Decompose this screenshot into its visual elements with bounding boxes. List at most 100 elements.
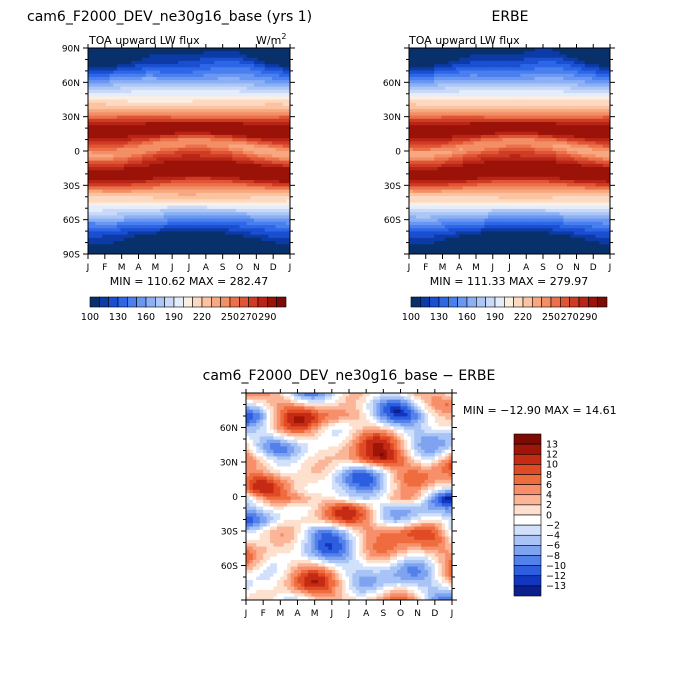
model-field-cell [253, 80, 259, 85]
model-field-cell [156, 67, 161, 72]
model-field-cell [196, 183, 201, 188]
erbe-field-cell [419, 64, 424, 68]
erbe-field-cell [416, 83, 421, 88]
erbe-field-cell [602, 115, 608, 120]
erbe-field-cell [584, 118, 590, 123]
model-field-cell [279, 154, 284, 159]
model-field-cell [235, 51, 241, 56]
erbe-field-cell [459, 70, 464, 75]
model-field-cell [160, 112, 165, 117]
model-field-cell [243, 237, 248, 242]
model-field-cell [221, 160, 226, 165]
model-field-cell [124, 144, 129, 149]
model-field-cell [246, 154, 251, 159]
erbe-field-cell [531, 48, 536, 52]
model-field-cell [261, 83, 266, 88]
model-field-cell [131, 163, 136, 168]
model-field-cell [239, 86, 244, 91]
model-field-cell [102, 80, 107, 85]
model-field-cell [120, 244, 125, 249]
model-field-cell [235, 176, 241, 181]
model-field-cell [124, 250, 129, 254]
model-field-cell [228, 64, 233, 68]
model-field-cell [149, 122, 154, 126]
model-field-cell [102, 183, 107, 188]
model-field-cell [91, 138, 96, 142]
erbe-field-cell [491, 112, 496, 117]
model-field-cell [170, 93, 176, 97]
model-field-cell [250, 231, 255, 236]
erbe-field-cell [566, 60, 572, 65]
erbe-field-cell [520, 112, 525, 117]
erbe-field-cell [509, 83, 514, 88]
model-field-cell [253, 115, 259, 120]
model-field-cell [91, 202, 96, 207]
model-colorbar-swatch [257, 296, 268, 308]
erbe-field-cell [473, 89, 478, 94]
erbe-field-cell [459, 76, 464, 81]
erbe-field-cell [444, 54, 450, 59]
model-field-cell [228, 89, 233, 94]
model-field-cell [210, 128, 215, 133]
model-field-cell [235, 218, 241, 223]
model-field-cell [232, 83, 237, 88]
erbe-field-cell [516, 76, 521, 81]
model-field-cell [131, 115, 136, 120]
erbe-field-cell [505, 102, 511, 107]
model-field-cell [145, 99, 150, 104]
erbe-field-cell [462, 80, 468, 85]
model-field-cell [239, 231, 244, 236]
model-field-cell [203, 167, 208, 171]
model-field-cell [232, 54, 237, 59]
model-field-cell [167, 51, 172, 56]
model-field-cell [149, 228, 154, 233]
erbe-field-cell [455, 93, 460, 97]
model-field-cell [178, 170, 183, 175]
model-field-cell [286, 247, 290, 252]
model-field-cell [232, 151, 237, 155]
erbe-field-cell [441, 51, 446, 56]
model-field-cell [189, 96, 194, 101]
model-field-cell [250, 115, 255, 120]
model-field-cell [268, 64, 273, 68]
model-colorbar-swatch [229, 296, 240, 308]
erbe-field-cell [502, 48, 507, 52]
model-field-cell [192, 112, 197, 117]
model-field-cell [261, 199, 266, 204]
model-field-cell [149, 151, 154, 155]
model-field-cell [178, 247, 183, 252]
erbe-field-cell [520, 118, 525, 123]
model-field-cell [156, 122, 161, 126]
model-field-cell [286, 160, 290, 165]
model-field-cell [174, 141, 179, 146]
model-field-cell [275, 54, 280, 59]
erbe-field-cell [437, 83, 442, 88]
model-field-cell [156, 115, 161, 120]
erbe-field-cell [426, 86, 432, 91]
model-field-cell [178, 96, 183, 101]
model-field-cell [225, 131, 230, 136]
model-field-cell [189, 215, 194, 220]
model-field-cell [264, 138, 269, 142]
model-field-cell [156, 134, 161, 139]
model-field-cell [131, 73, 136, 78]
model-field-cell [203, 118, 208, 123]
erbe-field-cell [498, 86, 503, 91]
model-field-cell [196, 234, 201, 239]
model-field-cell [178, 76, 183, 81]
erbe-field-cell [466, 54, 471, 59]
model-field-cell [250, 199, 255, 204]
model-field-cell [271, 183, 277, 188]
model-field-cell [142, 151, 147, 155]
model-field-cell [246, 54, 251, 59]
model-field-cell [275, 73, 280, 78]
model-field-cell [127, 122, 132, 126]
model-field-cell [232, 125, 237, 130]
model-field-cell [243, 89, 248, 94]
model-field-cell [174, 73, 179, 78]
model-field-cell [225, 125, 230, 130]
erbe-field-cell [477, 86, 482, 91]
model-field-cell [170, 189, 176, 194]
erbe-field-cell [498, 89, 503, 94]
erbe-field-cell [477, 115, 482, 120]
